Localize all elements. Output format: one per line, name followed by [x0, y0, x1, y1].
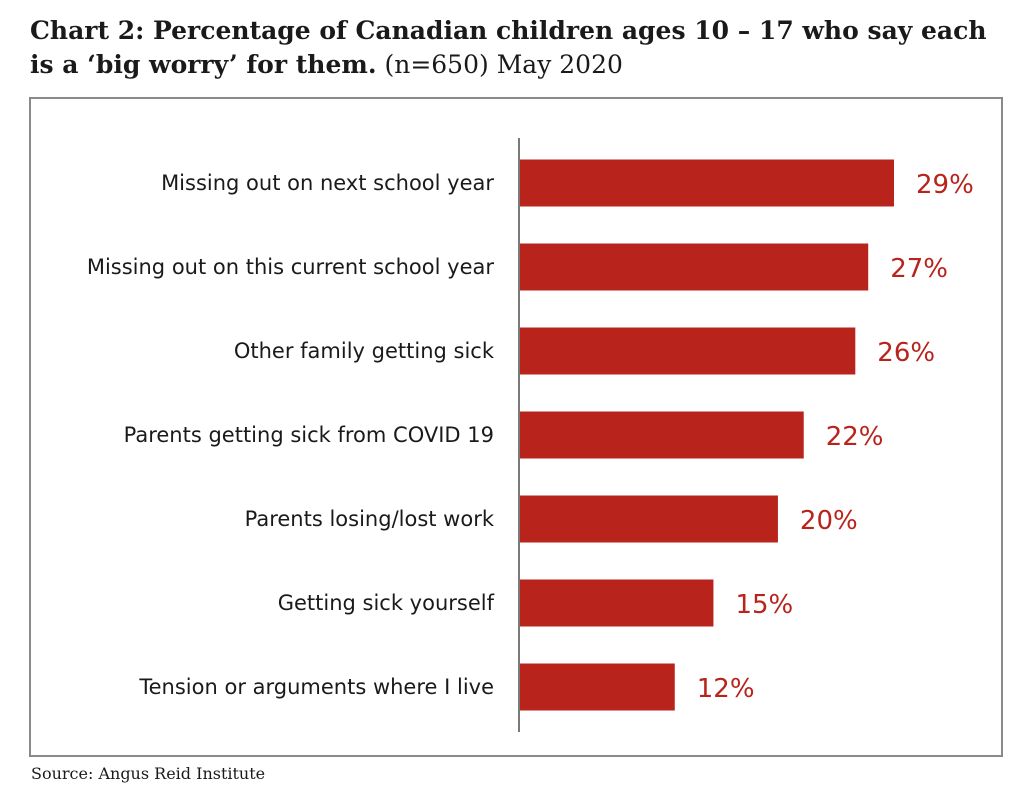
category-label: Parents losing/lost work: [245, 507, 495, 531]
category-label: Other family getting sick: [234, 339, 495, 363]
category-label: Getting sick yourself: [278, 591, 495, 615]
source-note: Source: Angus Reid Institute: [31, 764, 266, 783]
chart-title-subtitle: (n=650) May 2020: [376, 50, 623, 79]
category-label: Tension or arguments where I live: [138, 675, 494, 699]
bars-layer: Missing out on next school year 29% Missin…: [87, 159, 974, 711]
bar-3: [520, 327, 856, 375]
category-label: Missing out on next school year: [161, 171, 494, 195]
value-label: 27%: [890, 254, 948, 284]
bar-4: [520, 411, 804, 459]
value-label: 20%: [800, 506, 858, 536]
value-label: 22%: [826, 422, 884, 452]
chart-frame: [29, 97, 1003, 757]
bar-2: [520, 243, 869, 291]
bar-1: [520, 159, 894, 207]
category-label: Parents getting sick from COVID 19: [124, 423, 494, 447]
chart-title: Chart 2: Percentage of Canadian children…: [30, 14, 1010, 82]
category-label: Missing out on this current school year: [87, 255, 495, 279]
chart-title-main: Chart 2: Percentage of Canadian children…: [30, 16, 987, 79]
value-label: 12%: [697, 674, 755, 704]
bar-6: [520, 579, 714, 627]
value-label: 29%: [916, 170, 974, 200]
bar-7: [520, 663, 675, 711]
bar-5: [520, 495, 778, 543]
value-label: 15%: [735, 590, 793, 620]
value-label: 26%: [877, 338, 935, 368]
